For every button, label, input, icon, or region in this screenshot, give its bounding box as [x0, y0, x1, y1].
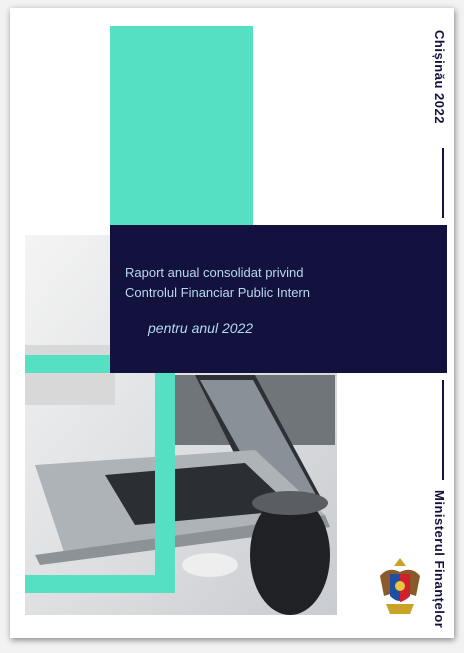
teal-strip	[25, 355, 115, 373]
rule	[442, 380, 444, 480]
cover-title: Raport anual consolidat privind Controlu…	[125, 263, 310, 303]
teal-strip	[25, 575, 175, 593]
coat-of-arms	[376, 556, 424, 618]
cover-subtitle: pentru anul 2022	[148, 320, 253, 336]
teal-strip	[155, 373, 175, 593]
title-line: Raport anual consolidat privind	[125, 263, 310, 283]
teal-block	[110, 26, 253, 226]
title-line: Controlul Financiar Public Intern	[125, 283, 310, 303]
rule	[442, 148, 444, 218]
city-year: Chișinău 2022	[432, 30, 447, 124]
ministry: Ministerul Finanțelor	[432, 490, 447, 628]
cover-page: Raport anual consolidat privind Controlu…	[10, 8, 454, 638]
screen: {"cover": { "title_lines": ["Raport anua…	[0, 0, 464, 653]
